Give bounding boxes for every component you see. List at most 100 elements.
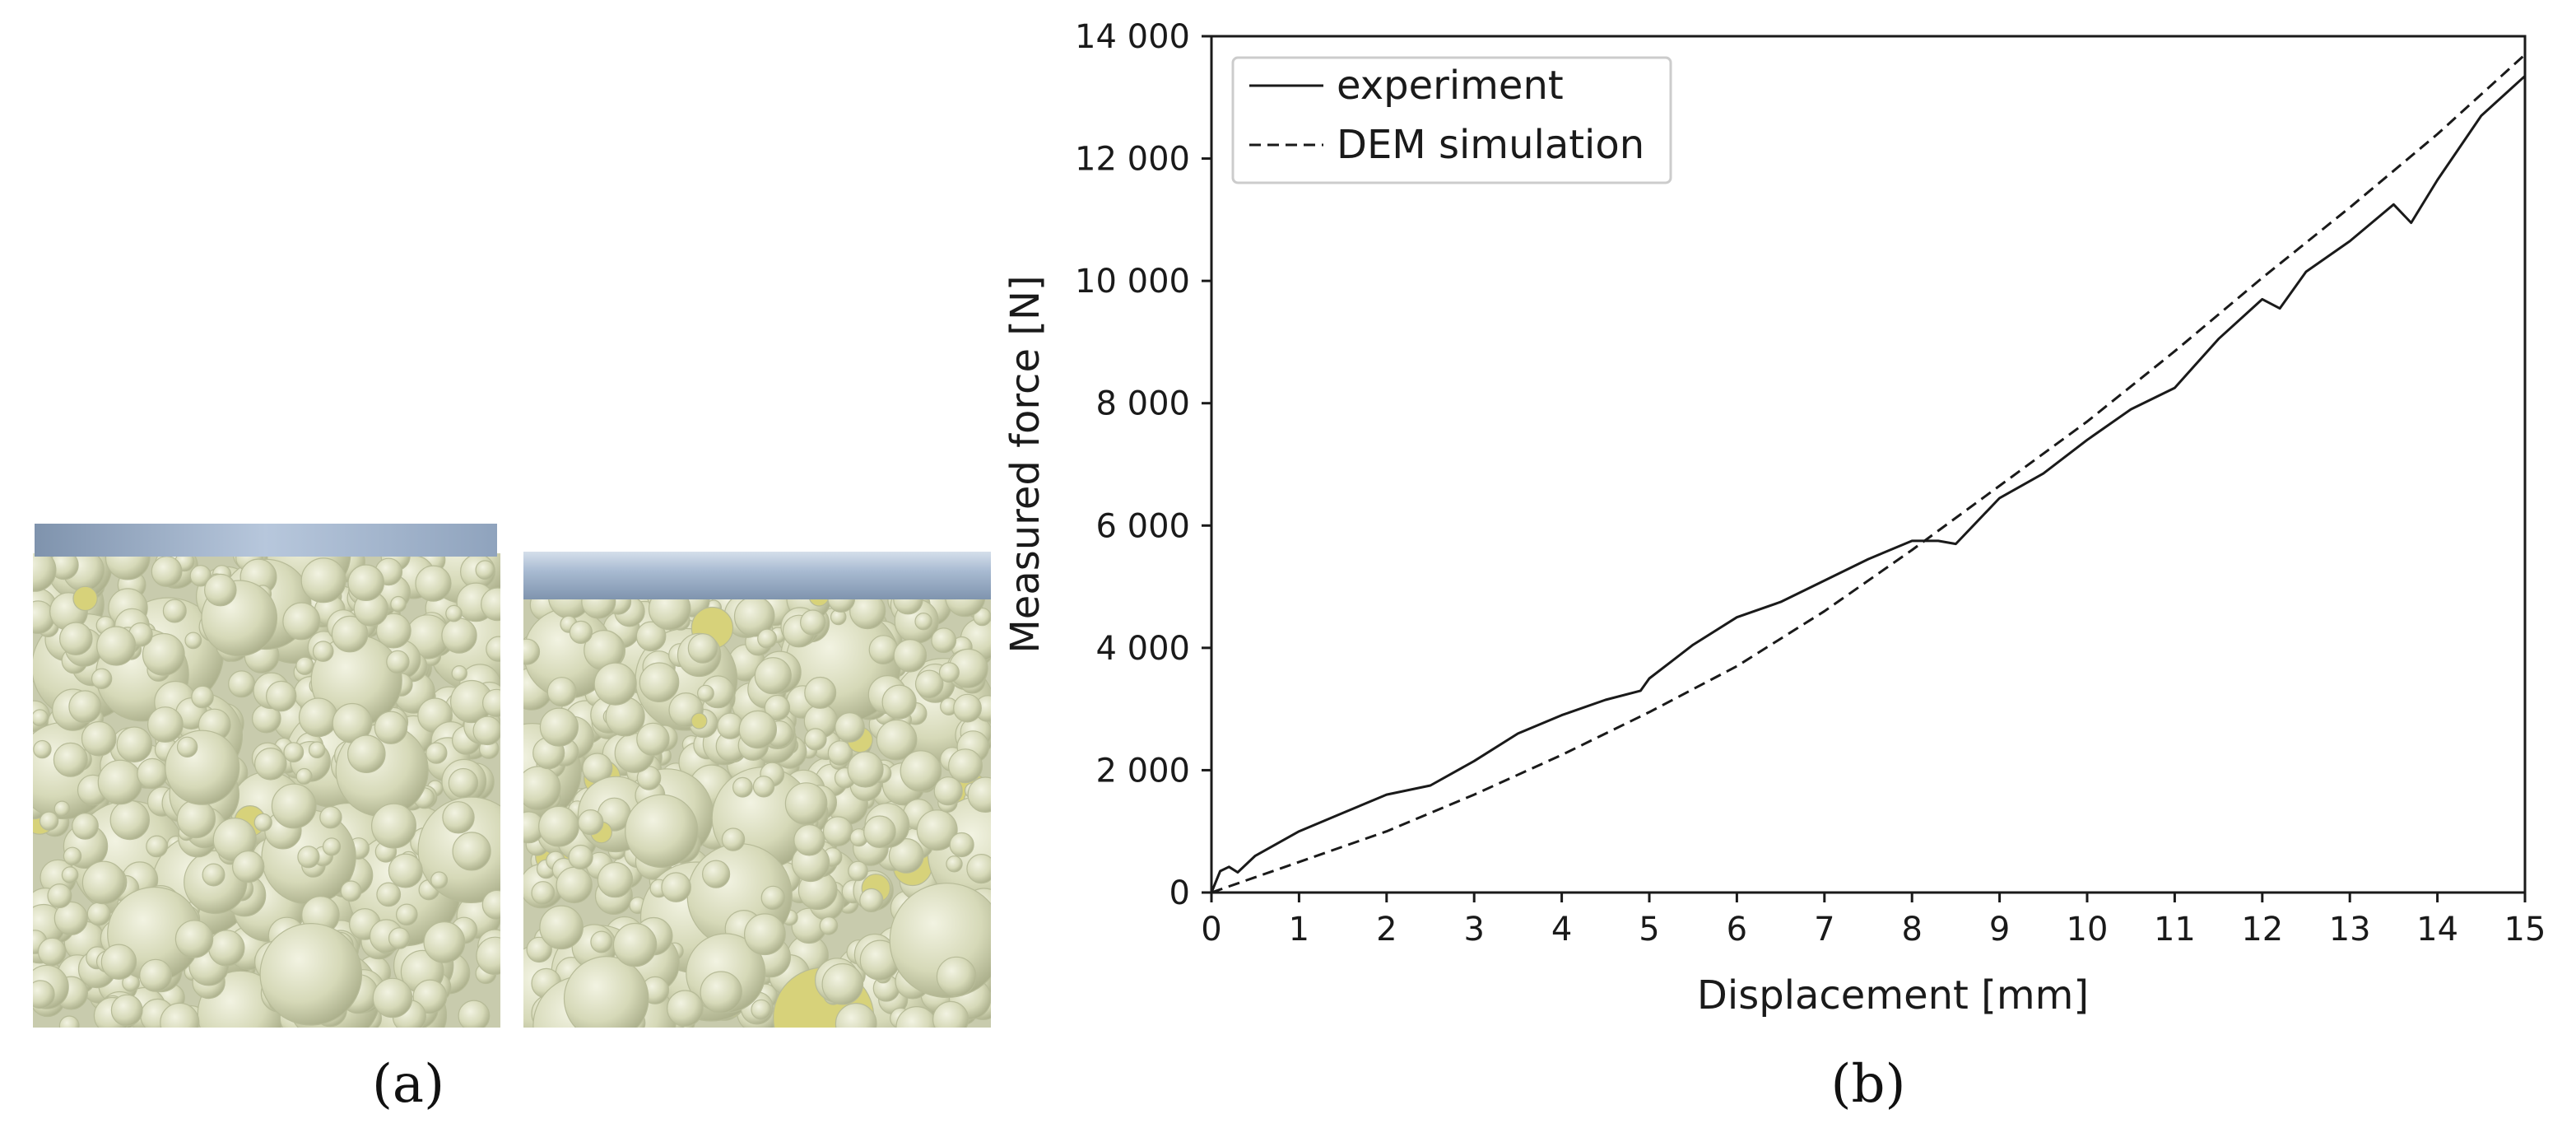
particle-sphere (390, 595, 407, 613)
particle-sphere (661, 872, 691, 902)
panel-label-a: (a) (372, 1054, 444, 1115)
particle-sphere (346, 734, 386, 774)
particle-sphere (721, 827, 746, 851)
particle-sphere (949, 832, 974, 858)
particle-sphere (701, 860, 731, 888)
particle-sphere (297, 846, 320, 869)
particle-sphere (967, 776, 991, 813)
particle-sphere (639, 662, 680, 703)
x-tick-label: 3 (1463, 911, 1484, 949)
sphere-packing-compressed (523, 596, 991, 1028)
particle-sphere (63, 846, 82, 866)
particle-sphere (445, 604, 463, 622)
particle-sphere (546, 677, 577, 707)
x-tick-label: 12 (2241, 911, 2283, 949)
particle-sphere (687, 633, 718, 664)
particle-sphere (151, 556, 183, 587)
particle-sphere (751, 999, 772, 1020)
particle-sphere (81, 720, 117, 757)
particle-sphere (33, 739, 52, 759)
particle-sphere (590, 930, 613, 953)
particle-sphere (760, 885, 786, 911)
particle-sphere (282, 602, 321, 641)
particle-sphere (33, 600, 55, 634)
particle-sphere (953, 693, 982, 723)
particle-sphere (165, 729, 240, 805)
particle-sphere (430, 871, 449, 889)
x-axis-ticks: 0 1 2 3 4 5 6 7 8 9 10 11 12 13 14 15 (1201, 893, 2546, 949)
particle-sphere (481, 587, 500, 622)
particle-sphere (881, 684, 917, 720)
particle-sphere (100, 944, 137, 980)
particle-sphere (804, 676, 837, 709)
y-axis-ticks: 0 2 000 4 000 6 000 8 000 10 000 12 000 14 000 (1075, 18, 1211, 912)
particle-sphere (33, 709, 49, 727)
particle-sphere (375, 613, 412, 649)
loading-plate-compressed (523, 552, 991, 599)
particle-sphere (738, 710, 778, 749)
particle-sphere (569, 620, 593, 645)
particle-sphere (97, 759, 143, 805)
particle-sphere (423, 921, 466, 963)
particle-sphere (827, 740, 853, 766)
particle-sphere (916, 809, 958, 851)
particle-sphere (578, 809, 604, 836)
particle-sphere (475, 560, 495, 580)
particle-sphere (900, 750, 942, 792)
specimen-initial-image (33, 524, 500, 1028)
particle-sphere (966, 854, 991, 884)
particle-sphere (819, 916, 839, 935)
particle-sphere (442, 801, 475, 834)
particle-sphere (160, 1002, 200, 1028)
particle-sphere (700, 971, 742, 1014)
particle-sphere (58, 1015, 80, 1028)
x-tick-label: 6 (1727, 911, 1747, 949)
particle-sphere (752, 776, 775, 798)
particle-sphere (538, 805, 579, 847)
x-tick-label: 9 (1989, 911, 2010, 949)
particle-sphere (388, 927, 411, 949)
particle-sphere (388, 853, 423, 888)
series-line-experiment (1210, 75, 2527, 893)
particle-sphere (53, 901, 88, 936)
particle-sphere (298, 697, 338, 738)
particle-sphere (523, 638, 541, 665)
x-tick-label: 5 (1639, 911, 1659, 949)
particle-sphere (757, 628, 778, 649)
particle-sphere (146, 835, 169, 858)
particle-sphere (96, 626, 137, 666)
particle-sphere (448, 767, 479, 799)
particle-sphere (176, 736, 198, 758)
x-tick-label: 13 (2329, 911, 2371, 949)
y-tick-label: 2 000 (1095, 752, 1190, 790)
particle-sphere (116, 726, 153, 763)
x-tick-label: 0 (1201, 911, 1221, 949)
particle-sphere (372, 977, 413, 1018)
particle-sphere (451, 665, 467, 682)
loading-plate-initial (35, 524, 497, 557)
particle-sphere (893, 596, 923, 615)
particle-sphere (859, 888, 884, 913)
particle-sphere (61, 866, 79, 883)
particle-sphere (308, 741, 326, 758)
legend-label-experiment: experiment (1337, 63, 1564, 109)
particle-sphere (208, 930, 245, 967)
particle-sphere (395, 903, 418, 926)
x-tick-label: 7 (1814, 911, 1834, 949)
legend: experiment DEM simulation (1231, 56, 1672, 184)
particle-sphere (72, 813, 99, 840)
particle-sphere (648, 596, 691, 631)
particle-sphere (612, 922, 658, 967)
particle-sphere (472, 715, 500, 746)
particle-sphere (109, 799, 150, 841)
y-tick-label: 12 000 (1075, 141, 1190, 179)
particle-sphere (938, 662, 960, 683)
particle-sphere (253, 813, 272, 832)
particle-sphere (271, 783, 317, 829)
particle-sphere (635, 621, 667, 652)
legend-label-dem-simulation: DEM simulation (1337, 122, 1644, 168)
legend-box (1231, 56, 1672, 184)
particle-sphere (347, 564, 385, 602)
particle-sphere (973, 607, 991, 627)
